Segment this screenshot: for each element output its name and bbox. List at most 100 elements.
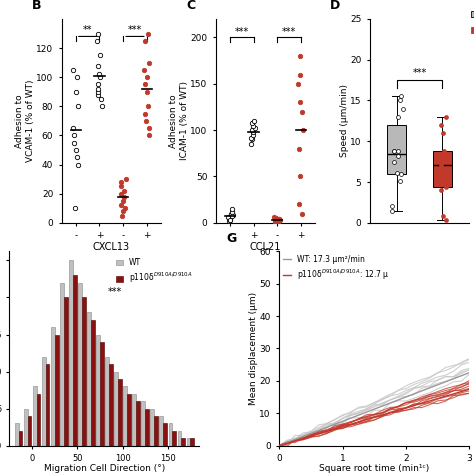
Point [122, 175, 129, 183]
Bar [100, 342, 104, 446]
p110δ$^{D910A/D910A}$: 12.7 μ: (1.12, 6.52): 12.7 μ: (1.12, 6.52) [347, 421, 353, 427]
Bar [150, 409, 154, 446]
Point [94, 85, 101, 92]
Bar [114, 372, 118, 446]
Point [274, 217, 282, 225]
Text: C: C [186, 0, 195, 12]
Bar [69, 261, 73, 446]
Point [442, 183, 450, 191]
X-axis label: CXCL13: CXCL13 [93, 241, 130, 252]
Bar [132, 394, 136, 446]
WT: 17.3 μm²/min: (1.38, 10.3): 17.3 μm²/min: (1.38, 10.3) [364, 410, 369, 415]
Point [146, 132, 153, 139]
Point [388, 207, 395, 214]
Point [140, 66, 148, 74]
Point [442, 113, 449, 120]
Point [98, 95, 105, 103]
Point [271, 213, 278, 221]
Point [118, 212, 126, 219]
p110δ$^{D910A/D910A}$: 12.7 μ: (0.75, 4.35): 12.7 μ: (0.75, 4.35) [324, 428, 329, 434]
Point [439, 129, 447, 137]
Point [143, 73, 151, 81]
Line: WT: 17.3 μm²/min: WT: 17.3 μm²/min [279, 373, 469, 446]
Legend: WT: 17.3 μm²/min, p110δ$^{D910A/D910A}$: 12.7 μ: WT: 17.3 μm²/min, p110δ$^{D910A/D910A}$:… [283, 255, 389, 282]
Point [117, 178, 125, 186]
Point [99, 102, 106, 110]
p110δ$^{D910A/D910A}$: 12.7 μ: (2.62, 15.2): 12.7 μ: (2.62, 15.2) [443, 393, 448, 399]
p110δ$^{D910A/D910A}$: 12.7 μ: (2.38, 13.8): 12.7 μ: (2.38, 13.8) [427, 398, 432, 404]
Point [94, 37, 101, 45]
Line: p110δ$^{D910A/D910A}$: 12.7 μ: p110δ$^{D910A/D910A}$: 12.7 μ [279, 389, 469, 446]
Point [120, 187, 128, 194]
Point [275, 215, 283, 223]
Text: ***: *** [282, 27, 296, 36]
WT: 17.3 μm²/min: (1.25, 9.38): 17.3 μm²/min: (1.25, 9.38) [356, 412, 361, 418]
Point [275, 216, 283, 224]
Point [390, 147, 398, 155]
Point [146, 59, 153, 66]
Point [141, 110, 148, 118]
Point [119, 197, 127, 205]
p110δ$^{D910A/D910A}$: 12.7 μ: (1, 5.8): 12.7 μ: (1, 5.8) [340, 424, 346, 429]
Point [227, 214, 234, 222]
Bar [18, 431, 22, 446]
Bar [46, 364, 49, 446]
Bar [145, 409, 149, 446]
Point [247, 140, 255, 148]
Point [228, 208, 236, 216]
p110δ$^{D910A/D910A}$: 12.7 μ: (0.375, 2.17): 12.7 μ: (0.375, 2.17) [300, 436, 306, 441]
Bar [82, 298, 86, 446]
Point [73, 73, 81, 81]
Point [440, 147, 447, 155]
Point [229, 211, 237, 219]
Point [71, 204, 79, 212]
Point [275, 217, 283, 225]
Bar [187, 438, 191, 446]
Text: D: D [330, 0, 340, 12]
Point [296, 71, 304, 78]
Bar [169, 423, 173, 446]
Point [295, 201, 302, 208]
Bar [15, 423, 18, 446]
p110δ$^{D910A/D910A}$: 12.7 μ: (3, 17.4): 12.7 μ: (3, 17.4) [466, 386, 472, 392]
Text: G: G [226, 231, 237, 245]
Point [94, 88, 101, 96]
Point [442, 217, 449, 224]
Bar [60, 283, 64, 446]
Bar [87, 312, 91, 446]
p110δ$^{D910A/D910A}$: 12.7 μ: (1.5, 8.7): 12.7 μ: (1.5, 8.7) [372, 415, 377, 420]
Point [121, 204, 128, 212]
WT: 17.3 μm²/min: (1.88, 14.1): 17.3 μm²/min: (1.88, 14.1) [395, 397, 401, 403]
WT: 17.3 μm²/min: (2.12, 15.9): 17.3 μm²/min: (2.12, 15.9) [411, 391, 417, 397]
Point [118, 182, 125, 190]
WT: 17.3 μm²/min: (3, 22.5): 17.3 μm²/min: (3, 22.5) [466, 370, 472, 375]
Point [438, 121, 445, 129]
Point [70, 139, 78, 146]
Point [73, 146, 80, 154]
Point [144, 30, 152, 37]
Point [396, 177, 403, 185]
Point [70, 132, 78, 139]
Point [390, 158, 398, 165]
Point [393, 169, 401, 177]
WT: 17.3 μm²/min: (1.5, 11.2): 17.3 μm²/min: (1.5, 11.2) [372, 406, 377, 412]
Point [252, 125, 259, 132]
Bar [36, 394, 40, 446]
Bar [78, 283, 82, 446]
Bar [173, 431, 176, 446]
Bar [27, 416, 31, 446]
Point [249, 128, 257, 136]
WT: 17.3 μm²/min: (0.375, 2.81): 17.3 μm²/min: (0.375, 2.81) [300, 434, 306, 439]
Point [117, 190, 124, 198]
Point [394, 113, 401, 120]
p110δ$^{D910A/D910A}$: 12.7 μ: (1.38, 7.97): 12.7 μ: (1.38, 7.97) [364, 417, 369, 423]
Bar [159, 416, 163, 446]
Point [439, 212, 447, 220]
WT: 17.3 μm²/min: (1.62, 12.2): 17.3 μm²/min: (1.62, 12.2) [379, 403, 385, 409]
WT: 17.3 μm²/min: (2.38, 17.8): 17.3 μm²/min: (2.38, 17.8) [427, 385, 432, 391]
Legend: WT, p110δ$^{D91}$: WT, p110δ$^{D91}$ [468, 6, 474, 40]
Point [272, 218, 279, 226]
WT: 17.3 μm²/min: (0.125, 0.938): 17.3 μm²/min: (0.125, 0.938) [284, 440, 290, 446]
p110δ$^{D910A/D910A}$: 12.7 μ: (1.25, 7.25): 12.7 μ: (1.25, 7.25) [356, 419, 361, 425]
Y-axis label: Adhesion to
ICAM-1 (% of WT): Adhesion to ICAM-1 (% of WT) [169, 82, 189, 160]
